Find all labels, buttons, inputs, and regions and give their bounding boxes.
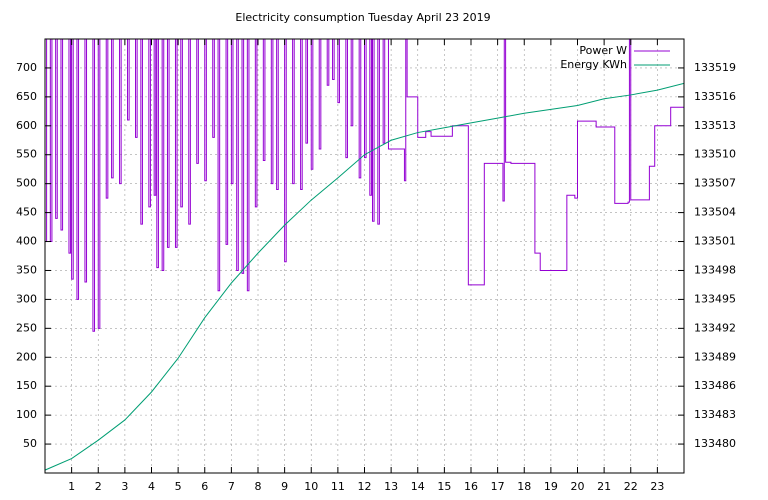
x-tick-label: 10: [304, 480, 318, 493]
y2-tick-label: 133507: [694, 177, 736, 190]
y-tick-label: 650: [16, 90, 37, 103]
x-tick-label: 19: [544, 480, 558, 493]
y2-tick-label: 133489: [694, 350, 736, 363]
x-tick-label: 3: [121, 480, 128, 493]
y2-tick-label: 133486: [694, 379, 736, 392]
x-tick-label: 14: [411, 480, 425, 493]
y-tick-label: 600: [16, 119, 37, 132]
series-line: [45, 82, 684, 471]
y-tick-label: 50: [23, 437, 37, 450]
x-tick-label: 13: [384, 480, 398, 493]
y-tick-label: 500: [16, 177, 37, 190]
y-tick-label: 300: [16, 292, 37, 305]
y2-tick-label: 133495: [694, 292, 736, 305]
y-tick-label: 400: [16, 235, 37, 248]
x-tick-label: 22: [624, 480, 638, 493]
y-tick-label: 150: [16, 379, 37, 392]
x-tick-label: 8: [255, 480, 262, 493]
x-tick-label: 15: [437, 480, 451, 493]
x-tick-label: 23: [650, 480, 664, 493]
y-tick-label: 100: [16, 408, 37, 421]
x-tick-label: 6: [201, 480, 208, 493]
y-tick-label: 700: [16, 61, 37, 74]
x-tick-label: 20: [571, 480, 585, 493]
chart-title: Electricity consumption Tuesday April 23…: [235, 11, 490, 24]
y2-tick-label: 133516: [694, 90, 736, 103]
y2-tick-label: 133513: [694, 119, 736, 132]
y2-tick-label: 133492: [694, 321, 736, 334]
axes: 50 100 150 200 250 300 350 400 450 500 550 600 650 70…: [16, 39, 736, 493]
legend-label: Energy KWh: [560, 58, 627, 71]
y2-tick-label: 133483: [694, 408, 736, 421]
x-tick-label: 9: [281, 480, 288, 493]
x-tick-label: 18: [517, 480, 531, 493]
x-tick-label: 12: [358, 480, 372, 493]
y2-tick-label: 133501: [694, 235, 736, 248]
plot-area: [45, 39, 684, 471]
x-tick-label: 17: [491, 480, 505, 493]
y-tick-label: 350: [16, 263, 37, 276]
x-tick-label: 16: [464, 480, 478, 493]
x-tick-label: 1: [68, 480, 75, 493]
y2-tick-label: 133498: [694, 263, 736, 276]
series-line: [45, 39, 684, 332]
y-tick-label: 250: [16, 321, 37, 334]
y2-tick-label: 133519: [694, 61, 736, 74]
x-tick-label: 5: [175, 480, 182, 493]
x-tick-label: 21: [597, 480, 611, 493]
x-tick-label: 11: [331, 480, 345, 493]
y2-tick-label: 133480: [694, 437, 736, 450]
y2-tick-label: 133504: [694, 206, 736, 219]
x-tick-label: 7: [228, 480, 235, 493]
y-tick-label: 200: [16, 350, 37, 363]
legend-label: Power W: [579, 44, 627, 57]
y-tick-label: 450: [16, 206, 37, 219]
x-tick-label: 4: [148, 480, 155, 493]
x-tick-label: 2: [95, 480, 102, 493]
y2-tick-label: 133510: [694, 148, 736, 161]
y-tick-label: 550: [16, 148, 37, 161]
